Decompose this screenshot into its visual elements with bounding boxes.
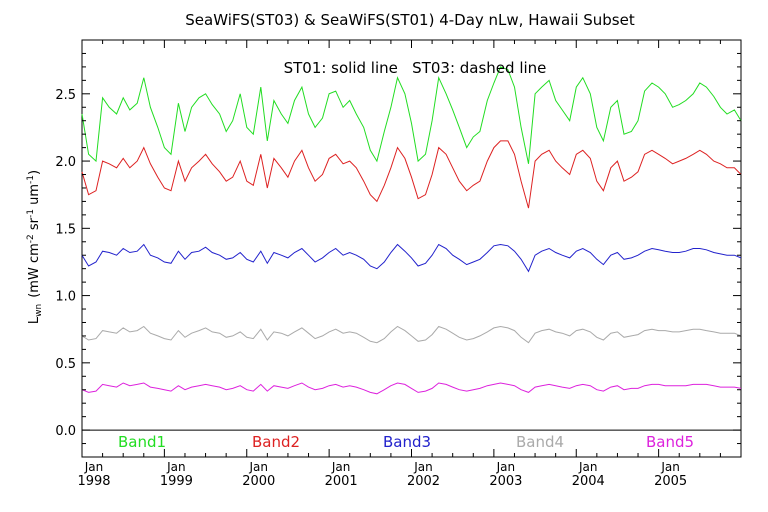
x-tick-month-label: Jan: [331, 460, 351, 474]
series-group: [81, 66, 742, 395]
y-axis-label: Lwn(mW cm-2 sr-1 um-1): [26, 170, 44, 324]
y-label-sup3: -1: [26, 175, 36, 184]
y-tick-label: 1.0: [55, 290, 76, 305]
x-tick-month-label: Jan: [496, 460, 516, 474]
x-tick-year-label: 2001: [325, 474, 358, 489]
series-line-band1: [81, 66, 742, 164]
series-line-band2: [81, 140, 742, 209]
x-tick-year-label: 1998: [77, 474, 110, 489]
legend-label-band3: Band3: [383, 433, 431, 451]
line-style-annotation: ST01: solid line ST03: dashed line: [284, 59, 547, 77]
x-tick-month-label: Jan: [578, 460, 598, 474]
x-tick-month-label: Jan: [660, 460, 680, 474]
y-label-sup2: -1: [26, 209, 36, 218]
legend-label-band5: Band5: [646, 433, 694, 451]
x-tick-month-label: Jan: [249, 460, 269, 474]
y-label-units-mid: sr: [27, 217, 42, 234]
y-label-units-end: um: [27, 184, 42, 209]
y-label-subscript: wn: [34, 304, 44, 317]
x-axis: Jan1998Jan1999Jan2000Jan2001Jan2002Jan20…: [77, 40, 721, 489]
x-tick-month-label: Jan: [413, 460, 433, 474]
x-tick-year-label: 2005: [654, 474, 687, 489]
legend-label-band2: Band2: [252, 433, 300, 451]
x-tick-year-label: 2000: [242, 474, 275, 489]
legend-label-band1: Band1: [118, 433, 166, 451]
chart-title: SeaWiFS(ST03) & SeaWiFS(ST01) 4-Day nLw,…: [185, 11, 635, 29]
x-tick-year-label: 2002: [407, 474, 440, 489]
y-tick-label: 2.5: [55, 88, 76, 103]
x-tick-year-label: 2003: [489, 474, 522, 489]
x-tick-year-label: 2004: [572, 474, 605, 489]
series-line-band4: [81, 325, 742, 344]
y-tick-label: 1.5: [55, 222, 76, 237]
series-line-band3: [81, 243, 742, 273]
y-label-close: ): [27, 170, 42, 175]
y-label-sup1: -2: [26, 234, 36, 243]
y-axis: 0.0 0.5 1.0 1.5 2.0 2.5: [55, 52, 741, 445]
plot-area: 0.00.51.01.52.02.5 Jan1998Jan1999Jan2000…: [55, 39, 742, 489]
legend-label-band4: Band4: [516, 433, 564, 451]
y-tick-label: 0.5: [55, 357, 76, 372]
x-tick-month-label: Jan: [166, 460, 186, 474]
y-tick-label: 2.0: [55, 155, 76, 170]
y-tick-label: 0.0: [55, 424, 76, 439]
y-label-main: L: [27, 316, 42, 324]
y-label-units: (mW cm: [27, 243, 42, 298]
legend: Band1 Band2 Band3 Band4 Band5: [118, 433, 694, 451]
x-tick-year-label: 1999: [160, 474, 193, 489]
x-tick-month-label: Jan: [84, 460, 104, 474]
series-line-band5: [81, 382, 742, 395]
